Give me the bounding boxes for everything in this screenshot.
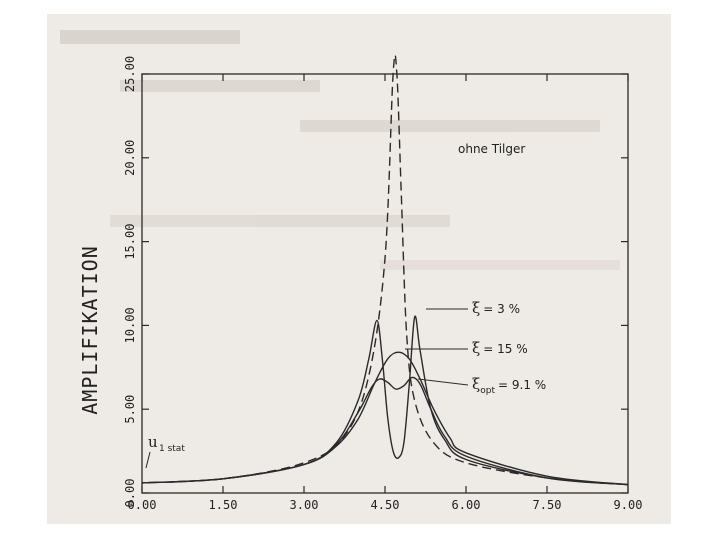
series-lines xyxy=(141,54,629,486)
y-tick-label: 20.00 xyxy=(123,140,137,176)
x-tick-label: 4.50 xyxy=(371,498,400,512)
annotation-label-1: ξ = 3 % xyxy=(472,299,520,317)
x-tick-labels: 0.00 1.50 3.00 4.50 6.00 7.50 9.00 xyxy=(128,498,643,512)
static-label-sub: 1 stat xyxy=(159,444,185,454)
plot-axes xyxy=(141,73,629,494)
plot-frame xyxy=(141,73,629,494)
annotation-label-3: ξopt = 9.1 % xyxy=(472,375,546,396)
y-tick-label: 10.00 xyxy=(123,307,137,343)
xi-symbol: ξ xyxy=(472,375,480,393)
y-axis-label: AMPLIFIKATION xyxy=(78,245,102,415)
static-label-main: u xyxy=(148,433,158,451)
annotation-label-2: ξ = 15 % xyxy=(472,339,528,357)
xi-subscript: opt xyxy=(480,386,495,396)
annotation-value: = 3 % xyxy=(483,302,520,316)
y-tick-label: 0.00 xyxy=(123,479,137,508)
x-tick-label: 6.00 xyxy=(452,498,481,512)
series-line-3 xyxy=(141,376,629,486)
annotation-value: = 15 % xyxy=(483,342,527,356)
x-tick-label: 7.50 xyxy=(533,498,562,512)
y-tick-label: 25.00 xyxy=(123,56,137,92)
series-line-2 xyxy=(141,351,629,486)
x-tick-label: 0.00 xyxy=(128,498,157,512)
x-tick-label: 9.00 xyxy=(614,498,643,512)
annotation-label-0: ohne Tilger xyxy=(458,142,525,156)
y-tick-labels: 0.00 5.00 10.00 15.00 20.00 25.00 xyxy=(123,56,137,508)
series-line-1 xyxy=(141,315,629,486)
static-amplitude-label: u 1 stat xyxy=(145,433,185,469)
axis-ticks xyxy=(141,73,629,494)
scan-bleed-through xyxy=(60,30,620,270)
y-tick-label: 15.00 xyxy=(123,224,137,260)
xi-symbol: ξ xyxy=(472,299,480,317)
x-tick-label: 1.50 xyxy=(209,498,238,512)
xi-symbol: ξ xyxy=(472,339,480,357)
y-tick-label: 5.00 xyxy=(123,395,137,424)
static-label-leader xyxy=(145,451,151,469)
annotation-value: = 9.1 % xyxy=(498,378,546,392)
annotation-leader-line xyxy=(417,378,469,386)
series-line-0 xyxy=(141,54,629,486)
x-tick-label: 3.00 xyxy=(290,498,319,512)
